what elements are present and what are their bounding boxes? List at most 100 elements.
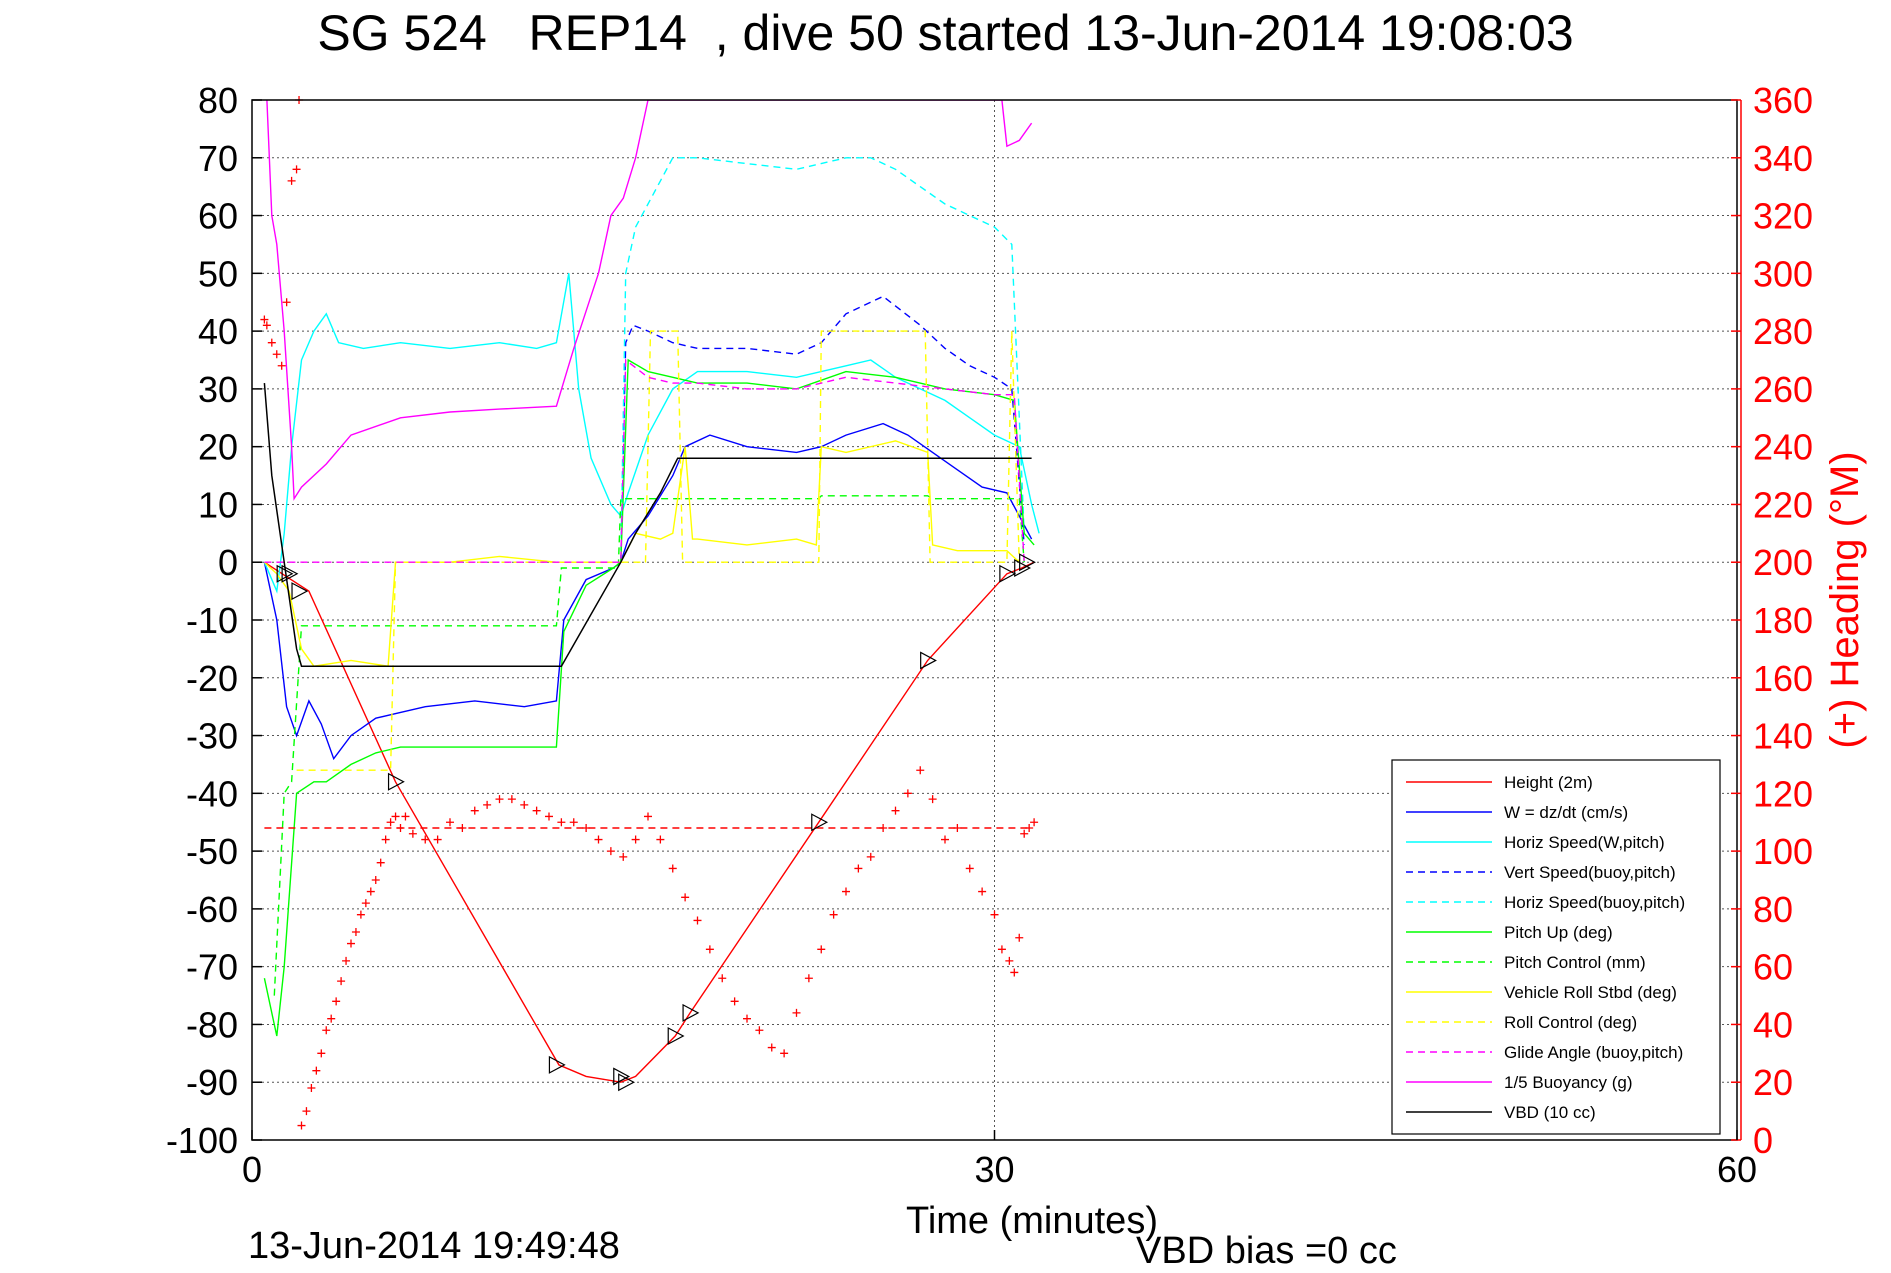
heading-point [532,806,541,815]
height-marker [920,651,937,670]
x-axis-label: Time (minutes) [906,1200,1158,1242]
heading-point [351,928,360,936]
series-line-11 [263,383,1032,667]
left-tick-label: 80 [198,80,238,121]
legend-label: VBD (10 cc) [1504,1103,1596,1122]
heading-point [953,824,962,832]
heading-point [267,338,276,347]
right-axis-label: (+) Heading (°M) [1823,451,1867,748]
series-line-2 [263,273,1040,594]
heading-point [307,1084,316,1092]
heading-point [483,800,492,809]
heading-point [495,795,504,804]
heading-point [817,945,826,954]
series-line-9 [264,358,1025,563]
legend-box [1391,759,1721,1135]
heading-point [606,847,615,856]
heading-point [262,321,271,330]
right-tick-label: 0 [1753,1120,1773,1161]
legend: Height (2m) W = dz/dt (cm/s) Horiz Speed(W… [1391,759,1721,1135]
heading-point [842,887,850,896]
heading-point [396,824,405,832]
series-line-0 [264,561,1035,1083]
legend-label: Pitch Up (deg) [1504,923,1613,942]
left-tick-label: -70 [186,947,238,988]
heading-point [978,887,987,896]
left-tick-label: -50 [186,831,238,872]
height-marker [1019,553,1036,572]
series-line-4 [620,157,1025,563]
heading-point [545,812,553,821]
left-tick-label: -60 [186,889,238,930]
right-tick-label: 300 [1753,253,1813,294]
heading-point [619,852,628,861]
heading-point [804,974,813,983]
heading-point [282,298,291,307]
left-tick-label: -20 [186,658,238,699]
legend-label: Horiz Speed(buoy,pitch) [1504,893,1685,912]
heading-point [879,824,888,832]
heading-point [569,818,578,827]
heading-point [401,812,410,821]
marker-layer [276,553,1036,1092]
heading-point [317,1049,326,1058]
right-tick-label: 140 [1753,716,1813,757]
heading-point [705,945,714,954]
height-marker [291,582,309,601]
heading-point [297,1121,306,1130]
heading-point [681,893,690,902]
legend-label: Vert Speed(buoy,pitch) [1504,863,1676,882]
height-marker [548,1055,566,1074]
heading-point [312,1066,321,1075]
right-tick-label: 340 [1753,138,1813,179]
heading-point [260,315,269,324]
right-tick-label: 160 [1753,658,1813,699]
bottom-tick-label: 60 [1717,1149,1757,1190]
height-marker [1014,559,1031,577]
heading-point [391,812,400,821]
heading-point [1005,956,1014,965]
height-marker [281,564,299,583]
heading-point [386,818,395,827]
left-tick-label: 50 [198,253,238,294]
end-timestamp: 13-Jun-2014 19:49:48 [248,1225,620,1267]
left-tick-label: 30 [198,369,238,410]
heading-point [347,939,355,948]
left-tick-label: -100 [166,1120,238,1161]
left-tick-label: 10 [198,484,238,525]
heading-point [381,835,390,844]
right-tick-label: 220 [1753,484,1813,525]
heading-point [322,1026,331,1035]
heading-point [997,945,1006,954]
heading-point [287,176,296,185]
left-tick-label: 60 [198,196,238,237]
heading-point [371,876,380,884]
heading-point [421,835,430,844]
heading-point [755,1026,764,1035]
left-tick-label: -90 [186,1062,238,1103]
heading-point [718,974,727,983]
left-axis-ticks: 80 70 60 50 40 30 20 10 0 -10 -20 -30 -40 -50 -60 -70 -8… [166,80,262,1161]
vbd-bias: VBD bias =0 cc [1136,1230,1397,1272]
left-tick-label: 40 [198,311,238,352]
heading-point [916,766,925,775]
heading-point [866,852,875,861]
heading-point [520,800,529,809]
heading-point [854,864,863,873]
heading-point [376,858,385,867]
right-axis-ticks: 3603403203002802602402202001801601401201… [1731,80,1813,1161]
heading-point [507,795,516,804]
height-marker [999,564,1017,583]
chart-title: SG 524 REP14 , dive 50 started 13-Jun-20… [317,5,1574,61]
height-marker [276,564,294,583]
heading-point [557,818,566,827]
height-marker [618,1073,635,1092]
left-tick-label: -80 [186,1004,238,1045]
legend-label: Vehicle Roll Stbd (deg) [1504,983,1677,1002]
heading-point [1010,968,1019,977]
series-line-6 [273,495,1025,996]
height-marker [811,813,829,832]
heading-point [693,916,702,925]
heading-point [332,997,341,1006]
right-tick-label: 100 [1753,831,1813,872]
